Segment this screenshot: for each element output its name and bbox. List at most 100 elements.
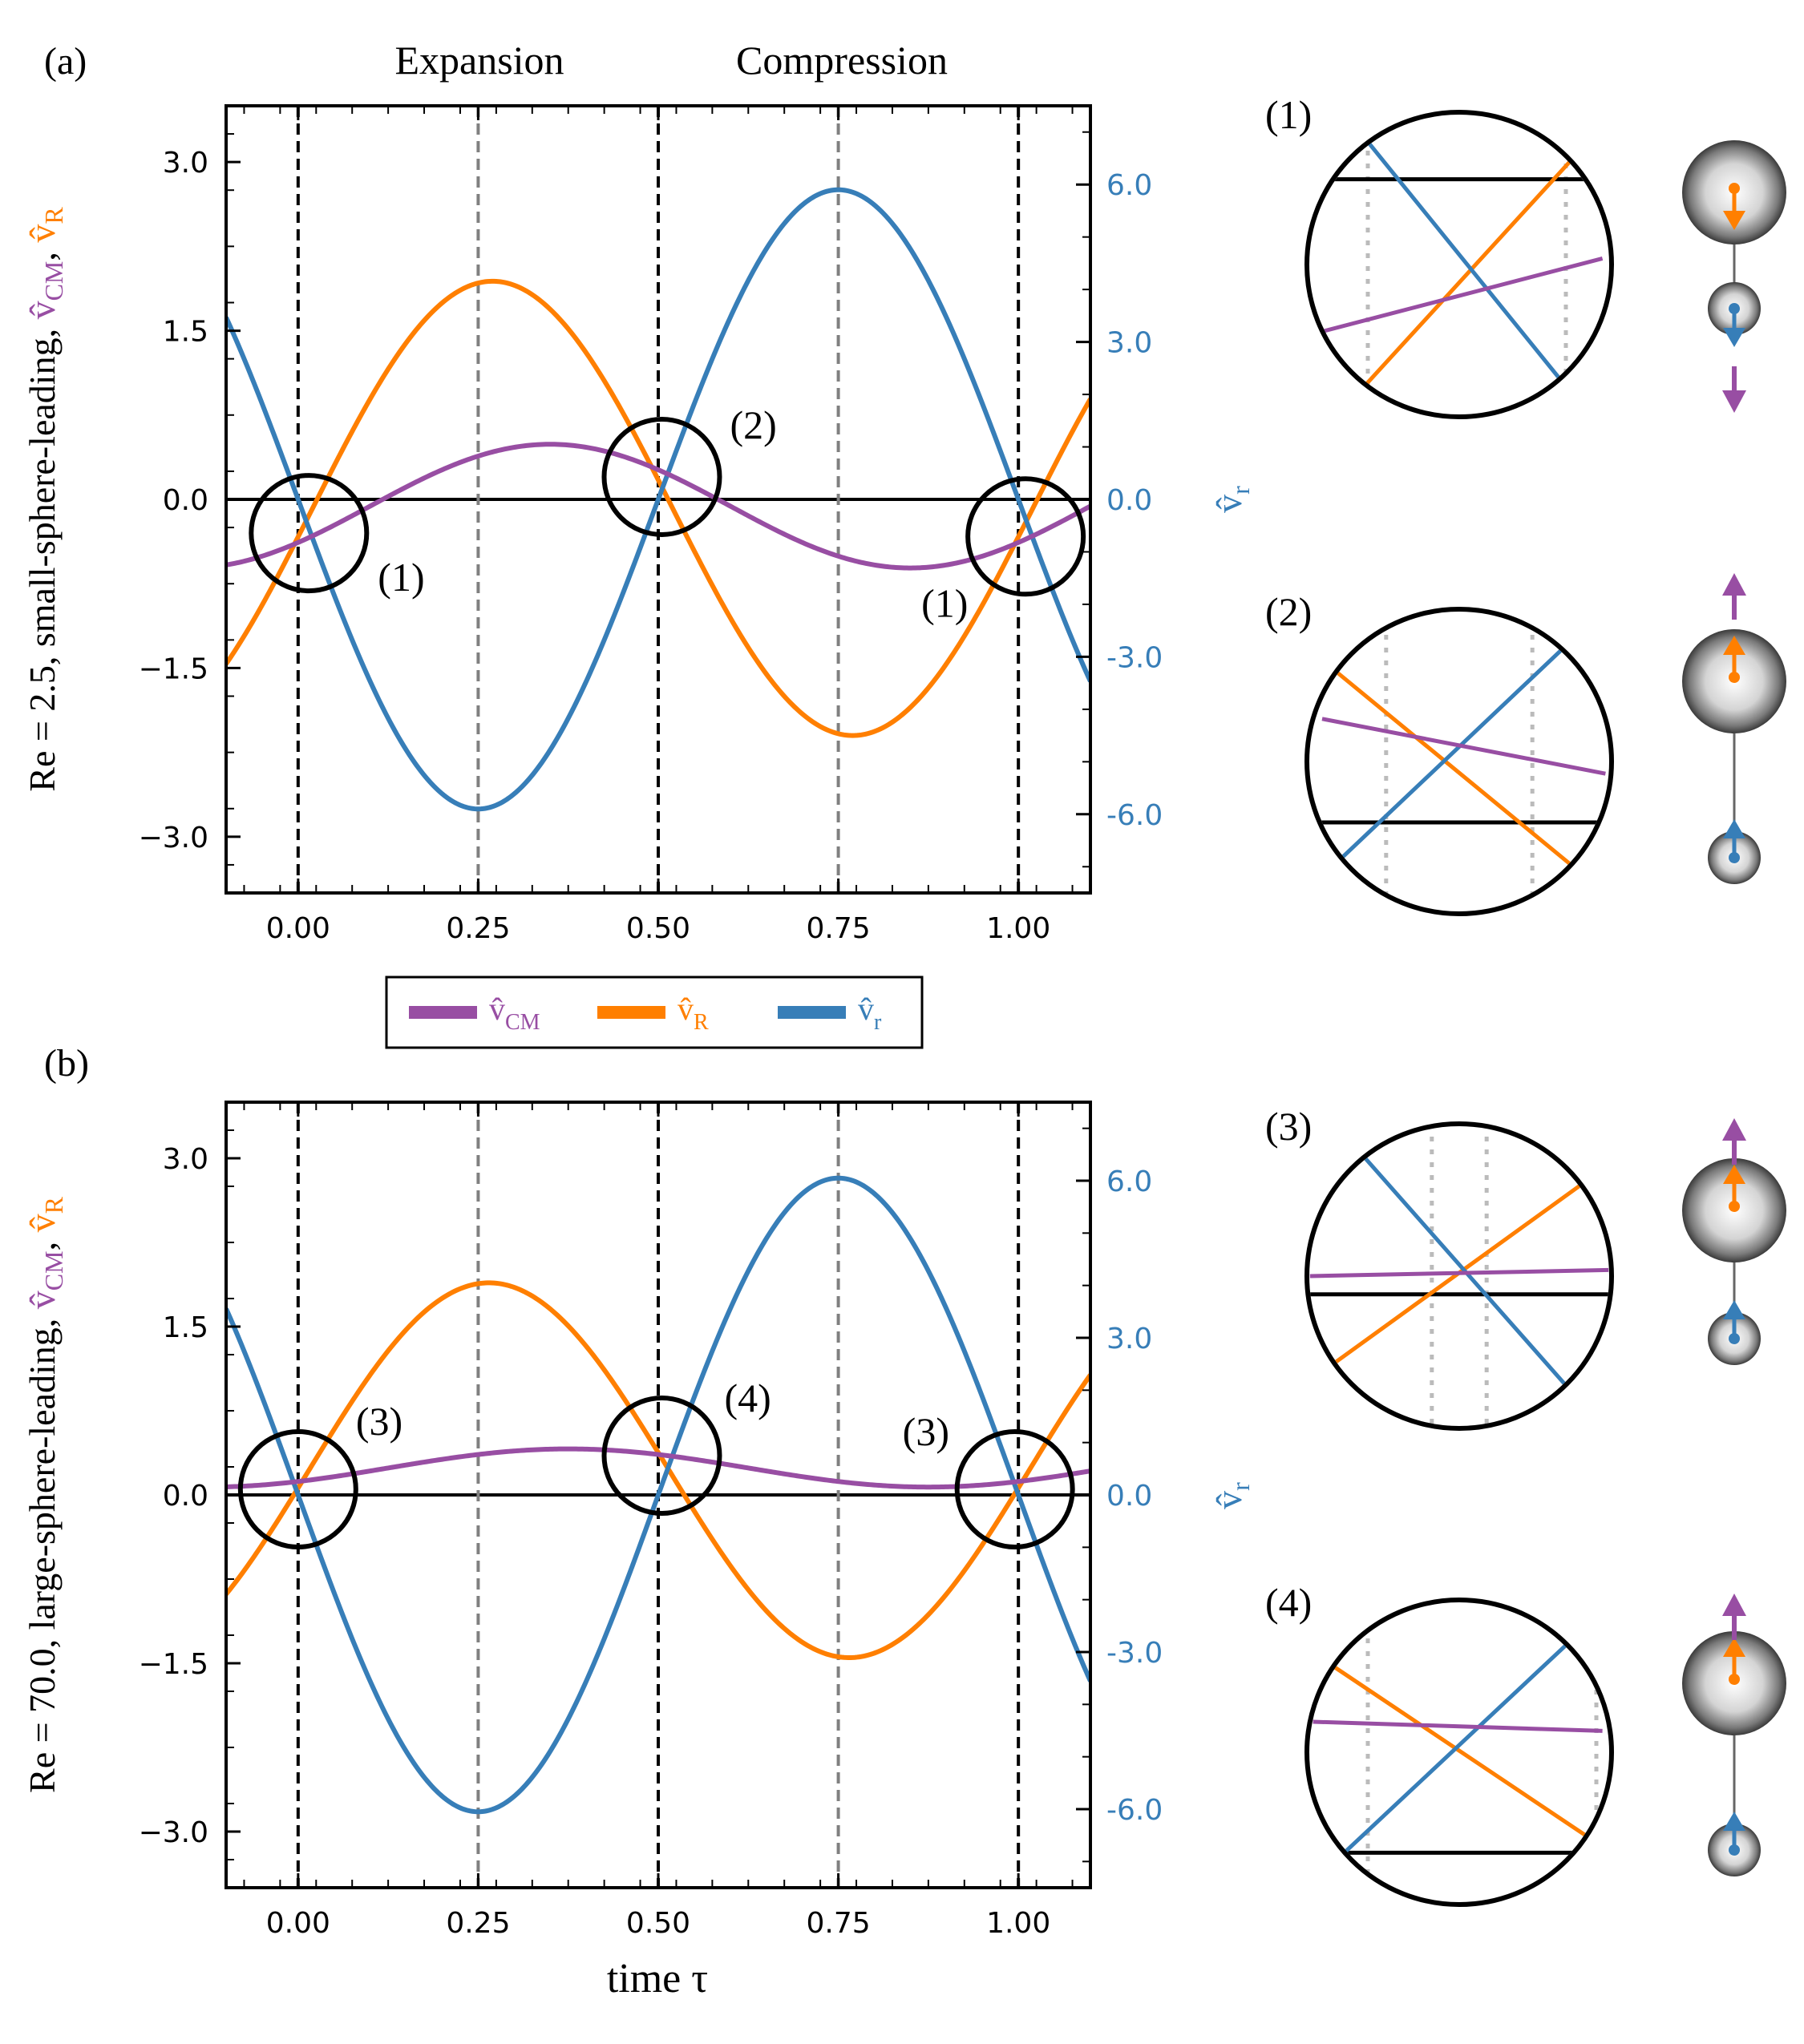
inset-content [1309, 1602, 1609, 1902]
inset-circle [1304, 1121, 1614, 1431]
cm-velocity-arrow-head [1722, 390, 1746, 413]
zoom-circle [601, 416, 722, 537]
y-tick-label-right: 0.0 [1106, 484, 1152, 517]
inset-line-R [1327, 1182, 1583, 1370]
y-tick-label-right: 0.0 [1106, 1480, 1152, 1513]
cm-velocity-arrow-head [1722, 1594, 1746, 1616]
zoom-circle-label: (1) [378, 555, 424, 600]
inset-line-R [1333, 669, 1576, 870]
zoom-insets: (1) (2) (3) (4) [1265, 92, 1786, 1907]
inset-label: (2) [1265, 589, 1312, 634]
y-tick-label-left: −3.0 [139, 1816, 208, 1849]
y-tick-label-left: 3.0 [163, 147, 208, 180]
chart-panel-a: (1) (2) (1) 0.00 0.25 0.50 0.75 1.00 3.0 1.5 0.0 −1… [139, 104, 1163, 945]
zoom-circle [965, 476, 1086, 597]
y-tick-label-left: 1.5 [163, 316, 208, 349]
x-tick-label: 0.00 [266, 1907, 330, 1940]
legend-label: v̂R [678, 991, 709, 1035]
x-tick-label: 0.25 [446, 912, 510, 945]
chart-panel-b: (3) (4) (3) 0.00 0.25 0.50 0.75 1.00 3.0 1.5 0.0 −1… [139, 1101, 1163, 1940]
y-tick-label-left: 3.0 [163, 1143, 208, 1176]
x-tick-label: 0.00 [266, 912, 330, 945]
series-line-vR [226, 278, 1090, 738]
zoom-circle [954, 1429, 1075, 1549]
inset-circle [1304, 607, 1614, 916]
y-tick-label-left: 1.5 [163, 1311, 208, 1344]
inset-line-r [1336, 644, 1567, 864]
ylabel-a-prefix: Re = 2.5, small-sphere-leading [22, 337, 63, 791]
cm-velocity-arrow-head [1722, 573, 1746, 596]
inset-content [1309, 612, 1609, 911]
inset-label: (4) [1265, 1580, 1312, 1625]
inset-line-r [1329, 1638, 1574, 1867]
zoom-circle-label: (1) [921, 580, 968, 625]
panel-label-b: (b) [44, 1042, 89, 1085]
series-line-vr [226, 1175, 1090, 1815]
zoom-inset: (4) [1265, 1580, 1786, 1907]
x-tick-label: 1.00 [986, 912, 1050, 945]
series-line-vCM [226, 442, 1090, 571]
y-tick-label-left: −1.5 [139, 652, 208, 685]
ylabel-b-R: v̂ [22, 1214, 63, 1232]
y-tick-label-right: -6.0 [1106, 1794, 1163, 1827]
y-tick-label-right: -3.0 [1106, 641, 1163, 674]
cm-velocity-arrow-head [1722, 1118, 1746, 1141]
ylabel-left-b: Re = 70.0, large-sphere-leading, v̂CM, v… [22, 1196, 68, 1793]
small-sphere-velocity-arrow-head [1723, 1300, 1745, 1319]
y-tick-label-left: 0.0 [163, 1480, 208, 1513]
x-tick-label: 0.75 [807, 912, 871, 945]
series-line-vCM [226, 1446, 1090, 1490]
inset-content [1309, 1126, 1609, 1426]
zoom-inset: (1) [1265, 92, 1786, 419]
ylabel-right-b: v̂r [1208, 1482, 1255, 1509]
large-sphere-velocity-arrow-head [1723, 636, 1745, 655]
xlabel: time τ [607, 1956, 708, 2002]
x-tick-label: 0.50 [626, 1907, 690, 1940]
y-tick-label-right: 3.0 [1106, 1323, 1152, 1355]
inset-line-R [1357, 141, 1589, 394]
small-sphere-velocity-arrow-head [1723, 328, 1745, 347]
x-tick-label: 0.25 [446, 1907, 510, 1940]
y-tick-label-left: −3.0 [139, 822, 208, 854]
zoom-circle [249, 473, 370, 594]
zoom-circle [601, 1396, 722, 1516]
zoom-circle-label: (3) [903, 1409, 949, 1454]
ylabel-right-a: v̂r [1208, 486, 1255, 513]
plot-area [226, 1102, 1090, 1888]
inset-line-cm [1313, 1719, 1603, 1733]
large-sphere-velocity-arrow-head [1723, 1165, 1745, 1184]
phase-label-expansion: Expansion [394, 38, 564, 83]
y-tick-label-right: -6.0 [1106, 799, 1163, 832]
y-tick-label-left: −1.5 [139, 1648, 208, 1681]
inset-circle [1304, 110, 1614, 419]
inset-label: (3) [1265, 1104, 1312, 1149]
x-tick-label: 1.00 [986, 1907, 1050, 1940]
zoom-inset: (2) [1265, 573, 1786, 916]
zoom-circle-label: (3) [356, 1399, 402, 1444]
legend-label: v̂r [858, 991, 882, 1035]
zoom-circle-label: (2) [730, 402, 776, 447]
y-tick-label-right: -3.0 [1106, 1637, 1163, 1670]
y-tick-label-right: 3.0 [1106, 327, 1152, 360]
phase-label-compression: Compression [736, 38, 948, 83]
y-tick-label-left: 0.0 [163, 484, 208, 517]
ylabel-a-cm: v̂ [22, 301, 63, 319]
small-sphere-velocity-arrow-head [1723, 819, 1745, 838]
y-tick-label-right: 6.0 [1106, 169, 1152, 202]
ylabel-b-prefix: Re = 70.0, large-sphere-leading [22, 1327, 63, 1793]
inset-circle [1304, 1598, 1614, 1907]
inset-line-R [1324, 1658, 1595, 1843]
large-sphere-velocity-arrow-head [1723, 211, 1745, 230]
series-line-vr [226, 187, 1090, 812]
x-tick-label: 0.50 [626, 912, 690, 945]
plot-area [226, 106, 1090, 893]
ylabel-left-a: Re = 2.5, small-sphere-leading, v̂CM, v̂… [22, 207, 68, 792]
ylabel-a-R: v̂ [22, 224, 63, 243]
legend: v̂CM v̂R v̂r [385, 976, 924, 1049]
large-sphere-velocity-arrow-head [1723, 1638, 1745, 1657]
panel-label-a: (a) [44, 40, 87, 83]
legend-label: v̂CM [489, 991, 540, 1035]
y-tick-label-right: 6.0 [1106, 1165, 1152, 1198]
inset-label: (1) [1265, 92, 1312, 137]
